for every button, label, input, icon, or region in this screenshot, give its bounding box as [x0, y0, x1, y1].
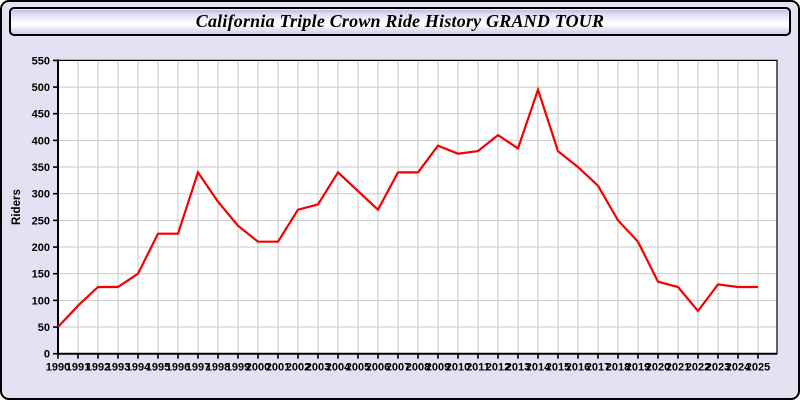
tick-marks [53, 59, 759, 359]
svg-text:2005: 2005 [346, 362, 370, 374]
svg-text:2003: 2003 [306, 362, 330, 374]
svg-text:2021: 2021 [666, 362, 690, 374]
svg-text:2016: 2016 [566, 362, 590, 374]
svg-text:2015: 2015 [546, 362, 570, 374]
svg-text:2001: 2001 [266, 362, 290, 374]
chart-area: 0 50 100 150 200 250 300 350 400 450 500 550 1990 199… [2, 42, 798, 398]
svg-text:1992: 1992 [86, 362, 110, 374]
svg-text:50: 50 [38, 322, 50, 334]
svg-text:2008: 2008 [406, 362, 430, 374]
svg-text:2013: 2013 [506, 362, 530, 374]
svg-text:2019: 2019 [626, 362, 650, 374]
axes-frame [57, 59, 778, 355]
riders-line-chart: 0501001502002503003504004505005501990199… [11, 55, 778, 374]
title-bar: California Triple Crown Ride History GRA… [9, 7, 791, 36]
svg-text:100: 100 [32, 295, 50, 307]
y-axis-title: Riders [11, 189, 23, 225]
svg-text:350: 350 [32, 162, 50, 174]
svg-text:250: 250 [32, 215, 50, 227]
svg-text:2006: 2006 [366, 362, 390, 374]
svg-text:1994: 1994 [126, 362, 151, 374]
svg-text:2020: 2020 [646, 362, 670, 374]
y-axis-labels: 0 50 100 150 200 250 300 350 400 450 500 550 [32, 55, 50, 360]
svg-text:1997: 1997 [186, 362, 210, 374]
svg-text:2012: 2012 [486, 362, 510, 374]
svg-text:1993: 1993 [106, 362, 130, 374]
chart-title: California Triple Crown Ride History GRA… [195, 11, 605, 31]
svg-text:200: 200 [32, 242, 50, 254]
svg-text:400: 400 [32, 135, 50, 147]
svg-text:2004: 2004 [326, 362, 351, 374]
x-axis-labels: 1990199119921993199419951996199719981999… [46, 362, 770, 374]
svg-text:150: 150 [32, 269, 50, 281]
svg-text:1991: 1991 [66, 362, 90, 374]
svg-text:2025: 2025 [746, 362, 770, 374]
svg-text:2024: 2024 [726, 362, 751, 374]
svg-text:450: 450 [32, 109, 50, 121]
svg-text:1996: 1996 [166, 362, 190, 374]
svg-text:2000: 2000 [246, 362, 270, 374]
svg-text:1990: 1990 [46, 362, 70, 374]
svg-text:2007: 2007 [386, 362, 410, 374]
svg-text:1999: 1999 [226, 362, 250, 374]
svg-text:1998: 1998 [206, 362, 230, 374]
svg-text:300: 300 [32, 189, 50, 201]
svg-text:2018: 2018 [606, 362, 630, 374]
svg-text:2014: 2014 [526, 362, 551, 374]
svg-text:2023: 2023 [706, 362, 730, 374]
svg-text:2011: 2011 [466, 362, 490, 374]
svg-text:1995: 1995 [146, 362, 170, 374]
svg-text:550: 550 [32, 55, 50, 67]
svg-text:2002: 2002 [286, 362, 310, 374]
svg-text:0: 0 [44, 349, 50, 361]
svg-text:2022: 2022 [686, 362, 710, 374]
svg-text:2010: 2010 [446, 362, 470, 374]
svg-text:2017: 2017 [586, 362, 610, 374]
riders-series-line [57, 86, 758, 328]
svg-text:2009: 2009 [426, 362, 450, 374]
svg-text:500: 500 [32, 82, 50, 94]
